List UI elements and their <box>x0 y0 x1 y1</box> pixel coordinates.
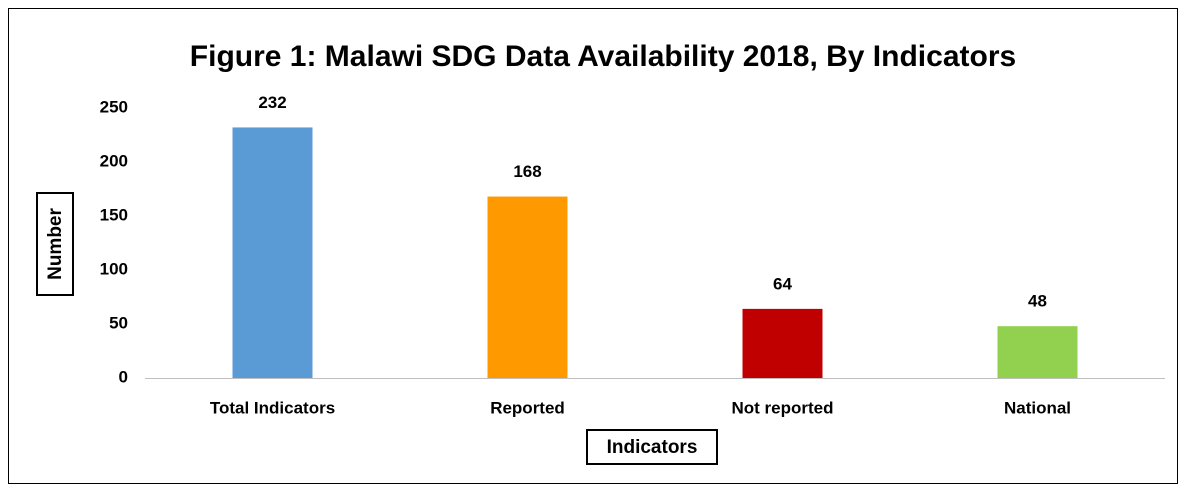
y-tick-label: 200 <box>100 151 128 170</box>
y-tick-label: 100 <box>100 259 128 278</box>
bar <box>997 326 1078 378</box>
data-label: 48 <box>1028 292 1047 311</box>
data-label: 168 <box>513 162 541 181</box>
chart-title: Figure 1: Malawi SDG Data Availability 2… <box>190 40 1016 73</box>
y-tick-label: 250 <box>100 97 128 116</box>
data-label: 232 <box>258 93 286 112</box>
chart-border <box>8 8 1178 484</box>
y-axis-title-box <box>36 192 74 296</box>
bar <box>742 308 823 378</box>
x-tick-label: Total Indicators <box>210 398 335 417</box>
bar <box>487 196 568 378</box>
y-tick-label: 150 <box>100 205 128 224</box>
y-tick-label: 50 <box>109 313 128 332</box>
x-tick-label: Not reported <box>732 398 834 417</box>
bar <box>232 127 313 378</box>
x-axis-title: Indicators <box>607 437 698 458</box>
y-axis-title: Number <box>45 208 66 280</box>
x-tick-label: National <box>1004 398 1071 417</box>
x-tick-label: Reported <box>490 398 565 417</box>
y-tick-label: 0 <box>119 367 128 386</box>
data-label: 64 <box>773 274 792 293</box>
x-axis-title-box <box>586 429 718 465</box>
